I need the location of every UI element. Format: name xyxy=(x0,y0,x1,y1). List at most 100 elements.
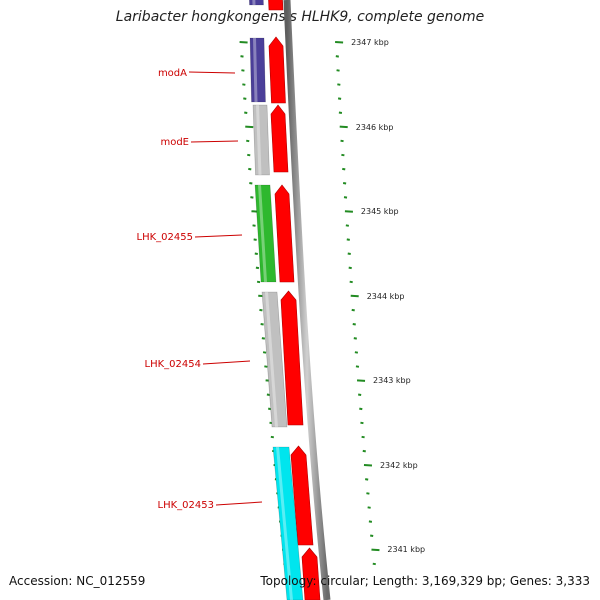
scale-tick-outer xyxy=(335,55,339,58)
forward-cds-arrow xyxy=(301,547,321,600)
scale-label: 2346 kbp xyxy=(356,123,394,132)
gene-label: modE xyxy=(160,137,189,148)
gene-features xyxy=(249,0,304,600)
scale-tick-outer xyxy=(348,266,352,270)
gene-label: LHK_02455 xyxy=(137,232,193,243)
gene-block-highlight xyxy=(256,105,262,175)
forward-cds-arrow xyxy=(290,445,314,546)
scale-tick-inner xyxy=(254,252,258,255)
gene-label: modA xyxy=(158,68,187,79)
scale-tick-outer xyxy=(339,125,348,129)
accession-text: Accession: NC_012559 xyxy=(9,574,146,588)
scale-tick-outer xyxy=(368,520,373,523)
scale-label: 2345 kbp xyxy=(361,207,399,216)
scale-tick-outer xyxy=(363,464,373,467)
scale-tick-outer xyxy=(337,97,342,100)
forward-strand xyxy=(268,0,321,600)
scale-tick-outer xyxy=(354,351,359,354)
scale-tick-inner xyxy=(244,111,248,114)
forward-cds-arrow xyxy=(268,0,284,11)
scale-tick-inner xyxy=(270,435,275,439)
gene-block-highlight xyxy=(252,0,256,5)
scale-ticks: 2347 kbp 2346 kbp 2345 kbp 2344 kbp 2343 kbp… xyxy=(239,38,425,566)
gene-block xyxy=(254,184,277,283)
forward-cds-arrow xyxy=(280,290,304,426)
scale-tick-outer xyxy=(355,365,360,368)
scale-tick-outer xyxy=(359,407,363,411)
scale-tick-inner xyxy=(241,69,245,72)
scale-tick-outer xyxy=(344,210,353,213)
gene-labels: modA modE LHK_02455 LHK_02454 LHK_02453 xyxy=(137,68,263,511)
scale-tick-outer xyxy=(365,478,369,481)
scale-label: 2344 kbp xyxy=(367,292,405,301)
scale-label: 2341 kbp xyxy=(387,545,425,554)
scale-tick-inner xyxy=(260,323,264,326)
scale-tick-inner xyxy=(245,125,254,129)
scale-tick-outer xyxy=(353,337,357,340)
scale-tick-inner xyxy=(249,182,253,185)
gene-block xyxy=(249,0,264,6)
scale-tick-inner xyxy=(239,41,248,44)
scale-tick-outer xyxy=(352,323,356,326)
scale-tick-outer xyxy=(366,492,370,495)
gene-label: LHK_02453 xyxy=(158,500,214,511)
scale-tick-outer xyxy=(357,393,362,396)
gene-block-highlight xyxy=(258,185,267,282)
scale-tick-outer xyxy=(342,167,346,171)
scale-tick-inner xyxy=(252,224,256,227)
scale-tick-outer xyxy=(347,252,351,255)
scale-tick-inner xyxy=(247,153,251,157)
scale-tick-outer xyxy=(349,280,353,284)
forward-cds-arrow xyxy=(268,36,286,104)
scale-tick-outer xyxy=(367,506,371,509)
scale-tick-outer xyxy=(345,224,350,227)
scale-tick-outer xyxy=(336,69,340,72)
gene-label: LHK_02454 xyxy=(145,359,201,370)
scale-tick-outer xyxy=(371,548,380,552)
scale-tick-inner xyxy=(250,196,254,199)
scale-tick-inner xyxy=(246,139,250,143)
scale-tick-outer xyxy=(335,41,344,44)
scale-tick-outer xyxy=(343,196,348,199)
scale-tick-outer xyxy=(350,294,359,298)
scale-tick-inner xyxy=(256,280,261,284)
scale-tick-inner xyxy=(262,351,267,354)
forward-cds-arrow xyxy=(274,184,295,283)
scale-tick-outer xyxy=(362,449,366,453)
gene-block xyxy=(261,291,288,428)
scale-tick-outer xyxy=(338,111,343,114)
scale-tick-inner xyxy=(264,365,268,368)
gene-block-highlight xyxy=(276,447,293,600)
scale-tick-outer xyxy=(361,435,365,439)
gene-block-highlight xyxy=(253,38,258,102)
scale-tick-inner xyxy=(253,238,257,241)
gene-block-highlight xyxy=(265,292,278,427)
gene-leader-line xyxy=(190,140,239,143)
scale-tick-inner xyxy=(243,97,247,100)
gene-leader-line xyxy=(202,360,251,365)
scale-tick-inner xyxy=(240,55,244,58)
scale-label: 2347 kbp xyxy=(351,38,389,47)
gene-block xyxy=(249,37,266,103)
scale-tick-inner xyxy=(266,393,271,396)
scale-tick-outer xyxy=(360,421,364,425)
scale-tick-outer xyxy=(342,182,347,185)
scale-tick-outer xyxy=(337,83,341,86)
gene-block xyxy=(252,104,270,176)
scale-tick-outer xyxy=(341,153,345,157)
scale-tick-outer xyxy=(351,308,355,312)
scale-tick-inner xyxy=(242,83,246,86)
scale-tick-outer xyxy=(340,139,344,143)
topology-text: Topology: circular; Length: 3,169,329 bp… xyxy=(260,574,590,588)
scale-tick-outer xyxy=(370,534,374,537)
scale-tick-outer xyxy=(346,238,350,241)
backbone-arc xyxy=(283,0,331,600)
scale-tick-inner xyxy=(259,308,263,312)
gene-block xyxy=(272,446,304,600)
gene-leader-line xyxy=(194,234,243,238)
scale-label: 2342 kbp xyxy=(380,461,418,470)
map-title: Laribacter hongkongensis HLHK9, complete… xyxy=(115,9,485,25)
scale-tick-outer xyxy=(372,562,376,566)
scale-tick-outer xyxy=(356,379,366,382)
